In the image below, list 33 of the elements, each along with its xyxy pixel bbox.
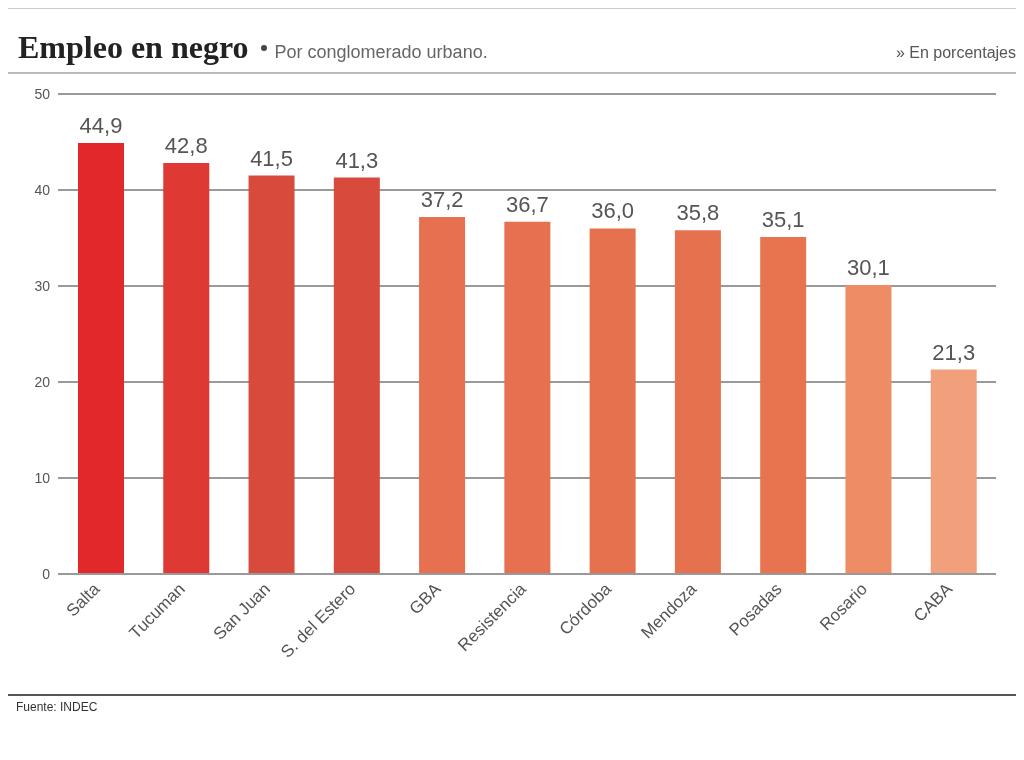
bar [78, 142, 124, 574]
text: » En porcentajes [895, 44, 1016, 62]
bar [930, 369, 977, 574]
bar [760, 237, 807, 574]
y-tick-label: 0 [42, 565, 51, 582]
bar [589, 228, 636, 574]
data-label: 42,8 [164, 133, 208, 159]
bar [248, 175, 295, 574]
source-note: Fuente: INDEC [16, 700, 98, 714]
data-label: 35,1 [761, 207, 805, 233]
bar [504, 221, 551, 574]
chart-title: Empleo en negro [18, 29, 249, 66]
x-tick-label: GBA [405, 578, 446, 619]
data-label: 41,3 [335, 147, 379, 173]
chart-subtitle: Por conglomerado urbano. [274, 42, 488, 63]
data-label: 41,5 [250, 145, 293, 171]
data-label: 37,2 [420, 186, 464, 212]
data-label: 44,9 [79, 112, 123, 138]
data-label: 36,7 [505, 191, 549, 217]
bar [163, 163, 210, 574]
bar [674, 230, 721, 574]
bar [333, 177, 380, 574]
y-tick-label: 40 [34, 181, 51, 198]
bar [845, 285, 892, 574]
data-label: 30,1 [847, 255, 890, 281]
data-label: 36,0 [591, 198, 635, 224]
y-tick-label: 30 [34, 277, 51, 294]
data-label: 35,8 [676, 200, 720, 226]
y-tick-label: 20 [34, 373, 51, 390]
y-tick-label: 10 [34, 469, 51, 486]
data-label: 21,3 [932, 339, 976, 365]
y-tick-label: 50 [34, 85, 51, 102]
bar [419, 216, 466, 574]
